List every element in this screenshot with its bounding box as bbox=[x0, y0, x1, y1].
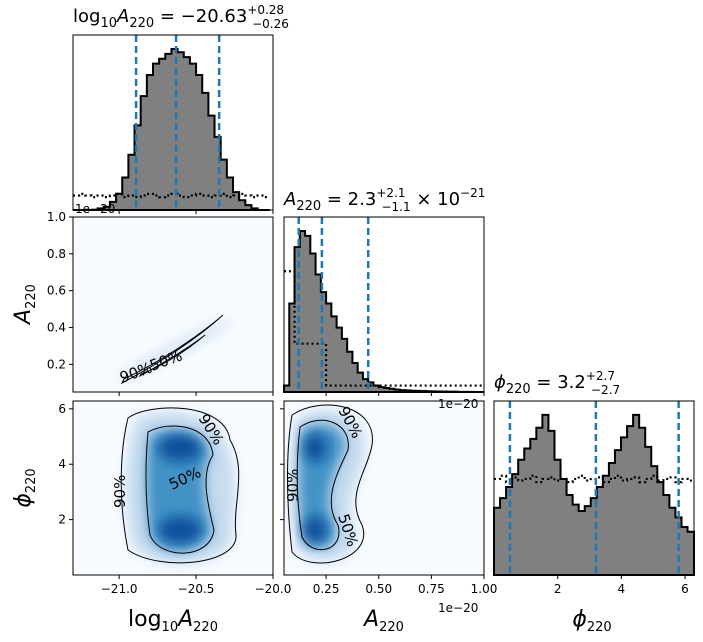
density-core-upper bbox=[303, 434, 327, 462]
histogram-step bbox=[73, 48, 270, 211]
x-tick-label: 4 bbox=[618, 582, 626, 596]
prior-step bbox=[494, 474, 694, 484]
x-tick-label: −21.0 bbox=[101, 582, 138, 596]
panel-frame bbox=[72, 34, 274, 211]
contour-50 bbox=[145, 425, 215, 554]
y-tick-label: 4 bbox=[58, 457, 66, 471]
ylabel-phi: ϕ220 bbox=[11, 468, 39, 507]
panel-frame bbox=[283, 400, 485, 576]
x-tick-label: 6 bbox=[681, 582, 689, 596]
offset-text-logA: 1e−20 bbox=[75, 202, 115, 216]
histogram-step bbox=[283, 230, 484, 393]
scatter-logA-A-panel: 90% 50% bbox=[72, 216, 274, 393]
y-tick-label: 0.8 bbox=[47, 247, 66, 261]
y-tick-label: 0.4 bbox=[47, 321, 66, 335]
title-phi: ϕ220 = 3.2+2.7 −2.7 bbox=[494, 369, 620, 397]
ylabel-A: A220 bbox=[11, 284, 39, 326]
hist-logA-panel bbox=[72, 34, 274, 211]
xlabel-logA: log10A220 bbox=[128, 607, 218, 635]
hist-A-panel bbox=[283, 216, 485, 393]
contour-90 bbox=[120, 407, 240, 564]
xlabel-phi: ϕ220 bbox=[572, 607, 611, 635]
x-tick-label: −20.5 bbox=[178, 582, 215, 596]
panel-frame bbox=[72, 216, 274, 393]
title-A: A220 = 2.3+2.1 −1.1 × 10−21 bbox=[283, 186, 485, 214]
contour-90 bbox=[287, 404, 373, 564]
x-tick-label: 2 bbox=[554, 582, 562, 596]
scatter-A-phi-panel: 90% 90% 50% bbox=[283, 400, 485, 576]
contour-label-90: 90% bbox=[111, 475, 129, 508]
offset-text-A-panel: 1e−20 bbox=[438, 397, 478, 411]
title-logA: log10A220 = −20.63+0.28 −0.26 bbox=[73, 3, 289, 31]
panel-frame bbox=[283, 216, 485, 393]
x-tick-label: −20.0 bbox=[255, 582, 292, 596]
offset-text-A-xaxis: 1e−20 bbox=[438, 601, 478, 615]
density-background bbox=[73, 217, 273, 392]
prior-step bbox=[73, 192, 270, 199]
y-tick-label: 6 bbox=[58, 402, 66, 416]
x-tick-label: 0.75 bbox=[418, 582, 445, 596]
contour-50 bbox=[138, 334, 206, 378]
contour-90 bbox=[120, 314, 224, 385]
y-tick-label: 1.0 bbox=[47, 210, 66, 224]
y-tick-label: 2 bbox=[58, 513, 66, 527]
density-core-upper bbox=[158, 434, 202, 462]
histogram-step bbox=[493, 413, 695, 576]
y-tick-label: 0.2 bbox=[47, 357, 66, 371]
scatter-logA-phi-panel: 90% 90% 50% bbox=[72, 400, 274, 576]
x-tick-label: 0.25 bbox=[313, 582, 340, 596]
panel-frame bbox=[72, 400, 274, 576]
x-tick-label: 0.50 bbox=[365, 582, 392, 596]
panel-frame bbox=[493, 400, 695, 576]
x-tick-label: 1.00 bbox=[471, 582, 498, 596]
hist-phi-panel bbox=[493, 400, 695, 576]
xlabel-A: A220 bbox=[362, 607, 404, 635]
y-tick-label: 0.6 bbox=[47, 284, 66, 298]
axes: −21.0 −20.5 −20.0 0.25 0.50 0.75 1.00 2 4 6 0.2 0.4… bbox=[47, 210, 689, 596]
density-core-lower bbox=[303, 516, 327, 544]
contour-50 bbox=[296, 419, 349, 551]
density-core-lower bbox=[158, 516, 202, 544]
contour-label-90: 90% bbox=[284, 469, 302, 502]
